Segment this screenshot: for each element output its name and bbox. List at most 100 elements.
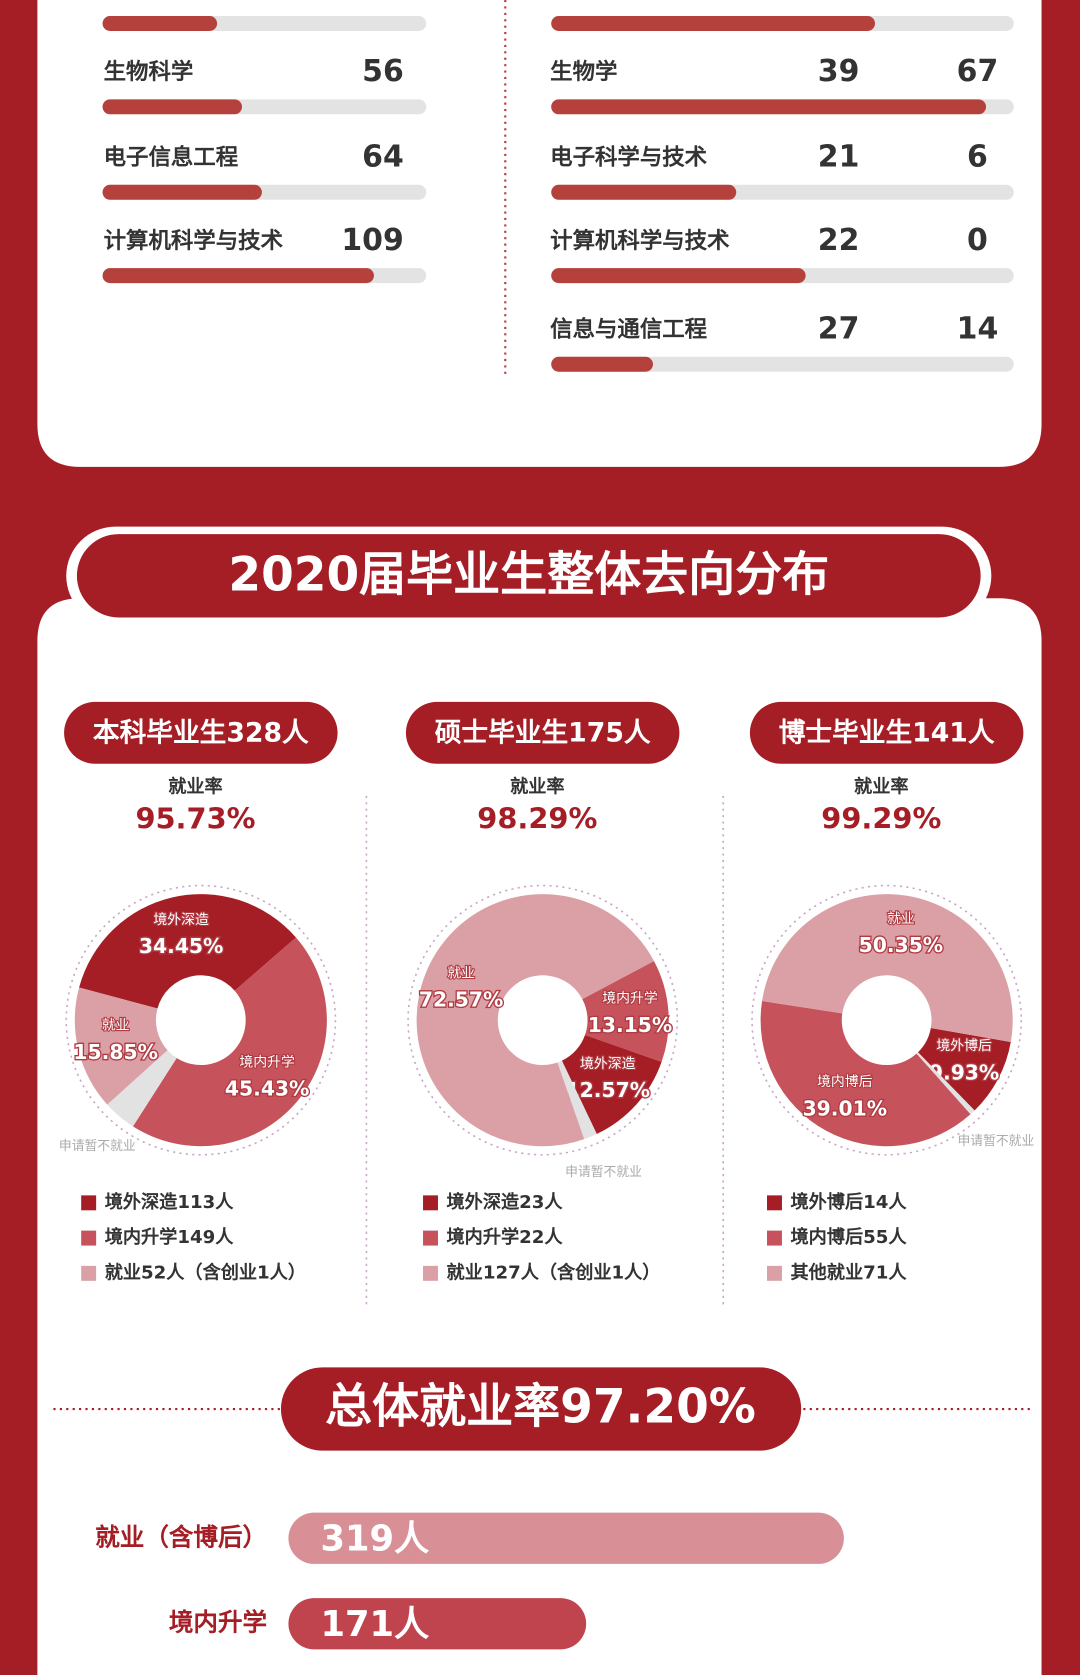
bar (551, 99, 987, 115)
column-value: 39 (818, 54, 860, 89)
bar (288, 1512, 844, 1564)
rate-caption: 就业率 (510, 775, 564, 797)
rate: 98.29% (477, 801, 597, 835)
value-label: 109 (341, 223, 403, 258)
pie-slice (917, 1027, 1011, 1111)
pie-slice (557, 1060, 597, 1140)
legend-swatch (767, 1195, 782, 1211)
bar-label: 境内升学 (169, 1608, 267, 1637)
slice-value: 50.35% (859, 933, 943, 957)
slice-value: 72.57% (419, 988, 503, 1012)
summary: 总体就业率97.20% (325, 1380, 756, 1435)
slice-label: 申请暂不就业 (565, 1165, 642, 1180)
row-label: 生物科学 (104, 58, 194, 85)
row-label: 电子科学与技术 (550, 144, 708, 171)
top-card (37, 0, 1042, 467)
legend-swatch (423, 1230, 438, 1246)
column-value: 0 (967, 223, 988, 258)
legend-label: 境内升学22人 (447, 1226, 564, 1248)
row-label: 信息与通信工程 (550, 316, 707, 343)
bar (102, 99, 242, 115)
legend-label: 就业127人（含创业1人） (447, 1261, 661, 1283)
slice-label: 境外深造 (580, 1056, 636, 1072)
slice-label: 就业 (102, 1018, 130, 1034)
slice-value: 15.85% (73, 1040, 157, 1064)
slice-label: 就业 (447, 965, 475, 981)
bar (102, 268, 374, 284)
value-label: 64 (362, 140, 404, 175)
slice-label: 申请暂不就业 (59, 1139, 136, 1154)
header: 博士毕业生141人 (779, 717, 995, 748)
value-label: 319人 (320, 1518, 430, 1559)
column-value: 21 (818, 140, 860, 175)
row-label: 电子信息工程 (104, 144, 239, 171)
legend-swatch (767, 1230, 782, 1246)
pie-slice (132, 937, 327, 1147)
slice-label: 就业 (887, 911, 915, 927)
bar (551, 356, 653, 372)
legend-swatch (81, 1195, 97, 1211)
title-pill (76, 534, 981, 618)
column-value: 67 (957, 54, 999, 89)
summary-pill (280, 1367, 802, 1451)
header: 本科毕业生328人 (93, 717, 309, 748)
value-label: 56 (362, 54, 404, 89)
slice-label: 境内升学 (239, 1054, 295, 1070)
bar-label: 就业（含博后） (95, 1522, 267, 1551)
legend-swatch (81, 1265, 97, 1281)
legend-label: 境内升学149人 (105, 1226, 235, 1248)
bar (102, 184, 262, 200)
legend-swatch (81, 1230, 97, 1246)
slice-label: 境内升学 (602, 991, 658, 1007)
slice-label: 境外深造 (153, 912, 209, 928)
legend-label: 境外博后14人 (791, 1191, 908, 1213)
bar (288, 1598, 587, 1650)
column-value: 14 (957, 312, 999, 347)
bar (551, 184, 737, 200)
slice-value: 39.01% (803, 1096, 887, 1120)
header: 硕士毕业生175人 (435, 717, 651, 748)
legend-label: 其他就业71人 (791, 1261, 908, 1283)
row-label: 生物学 (550, 58, 617, 85)
rate-caption: 就业率 (168, 775, 222, 797)
slice-label: 境外博后 (936, 1037, 992, 1054)
pie-slice (79, 894, 296, 1009)
pie-outline (751, 884, 1023, 1156)
pie-slice (561, 1035, 662, 1135)
row-label: 计算机科学与技术 (550, 227, 730, 254)
bar (102, 16, 218, 31)
pie-outline (65, 884, 337, 1156)
bar (551, 268, 806, 284)
pie-slice (107, 1050, 177, 1127)
row-label: 计算机科学与技术 (104, 227, 284, 254)
bar-track (551, 356, 1014, 372)
column-value: 6 (967, 140, 988, 175)
slice-value: 34.45% (139, 934, 223, 958)
bar (551, 16, 875, 31)
legend-swatch (423, 1195, 438, 1211)
pie-outline (407, 884, 679, 1156)
rate-caption: 就业率 (854, 775, 908, 797)
legend-label: 境外深造113人 (105, 1191, 235, 1213)
pie-slice (74, 987, 168, 1105)
slice-label: 申请暂不就业 (957, 1134, 1034, 1149)
pie-slice (916, 1052, 975, 1115)
slice-label: 境内博后 (817, 1073, 873, 1090)
pie-slice (582, 960, 669, 1062)
legend-swatch (423, 1265, 438, 1281)
value-label: 171人 (320, 1604, 430, 1645)
legend-label: 就业52人（含创业1人） (105, 1261, 306, 1283)
pie-slice (416, 894, 654, 1147)
legend-label: 境外深造23人 (447, 1191, 564, 1213)
header-pill (405, 701, 680, 764)
rate: 99.29% (821, 801, 941, 835)
rate: 95.73% (135, 801, 255, 835)
legend-swatch (767, 1265, 782, 1281)
slice-value: 13.15% (588, 1013, 672, 1037)
column-value: 27 (818, 312, 860, 347)
pie-slice (762, 894, 1013, 1043)
header-pill (64, 701, 338, 764)
pie-slice (760, 1001, 971, 1147)
